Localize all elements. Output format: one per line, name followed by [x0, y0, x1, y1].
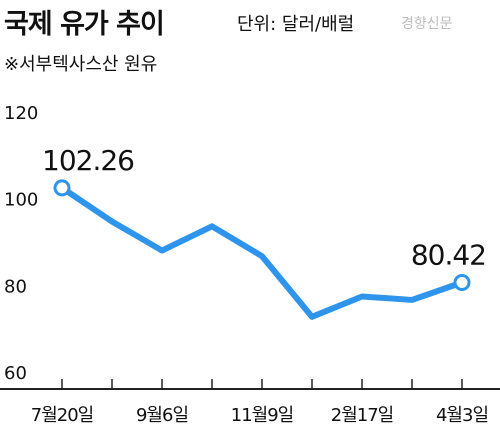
source-watermark: 경향신문 — [401, 16, 453, 32]
x-tick-label: 11월9일 — [231, 405, 293, 426]
x-tick-label: 2월17일 — [331, 405, 393, 426]
y-tick-label: 100 — [4, 190, 38, 211]
x-tick-label: 4월3일 — [436, 405, 488, 426]
chart-title: 국제 유가 추이 — [4, 9, 165, 40]
x-tick-label: 9월6일 — [136, 405, 188, 426]
data-label: 80.42 — [411, 239, 486, 272]
y-tick-label: 80 — [4, 276, 27, 297]
y-tick-label: 60 — [4, 363, 27, 384]
chart-note: ※서부텍사스산 원유 — [4, 54, 158, 75]
series-line — [59, 184, 465, 320]
data-label: 102.26 — [42, 144, 134, 177]
x-tick-label: 7월20일 — [31, 405, 93, 426]
unit-label: 단위: 달러/배럴 — [237, 14, 355, 35]
data-point-marker — [453, 274, 471, 292]
y-tick-label: 120 — [4, 103, 38, 124]
data-point-marker — [53, 179, 71, 197]
